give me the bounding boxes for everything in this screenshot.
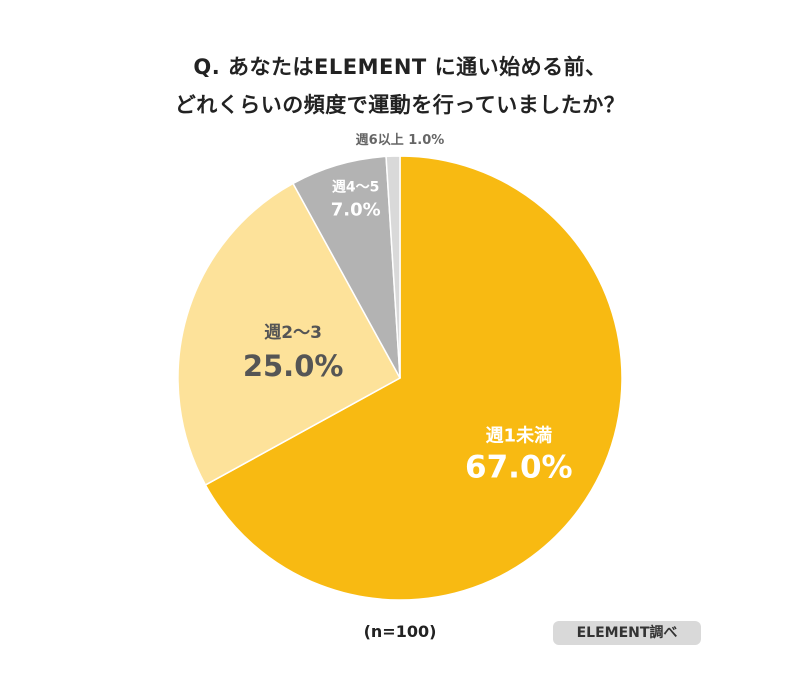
source-badge: ELEMENT調べ xyxy=(553,621,701,645)
pie-label-4: 週6以上 1.0% xyxy=(356,133,445,148)
pie-slice-4 xyxy=(385,155,401,379)
sample-size-label: (n=100) xyxy=(363,622,437,641)
pie-slices xyxy=(177,155,623,601)
pie-label-name-3: 週4〜5 xyxy=(332,180,379,196)
pie-label-name-1: 週1未満 xyxy=(486,425,553,447)
pie-labels: 週1未満 67.0% 週2〜3 25.0% 週4〜5 7.0% 週6以上 1.0% xyxy=(243,133,573,486)
pie-slice-1 xyxy=(204,155,623,601)
pie-label-value-2: 25.0% xyxy=(243,349,344,383)
chart-title: Q. あなたはELEMENT に通い始める前、 どれくらいの頻度で運動を行ってい… xyxy=(0,48,800,124)
pie-label-value-3: 7.0% xyxy=(331,200,381,221)
pie-label-name-2: 週2〜3 xyxy=(264,323,322,343)
chart-title-line2: どれくらいの頻度で運動を行っていましたか？ xyxy=(174,93,626,117)
pie-slice-2 xyxy=(177,182,402,486)
pie-label-value-1: 67.0% xyxy=(465,450,573,486)
chart-title-line1: Q. あなたはELEMENT に通い始める前、 xyxy=(193,55,607,79)
